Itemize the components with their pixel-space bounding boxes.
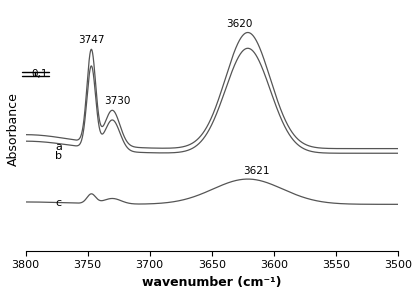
Text: 3621: 3621 xyxy=(243,165,270,176)
Text: b: b xyxy=(55,151,62,161)
Text: 3747: 3747 xyxy=(78,35,105,45)
Text: 3620: 3620 xyxy=(226,19,252,29)
Text: a: a xyxy=(55,142,62,152)
Text: 0,1: 0,1 xyxy=(32,69,48,79)
Text: c: c xyxy=(55,198,62,208)
Y-axis label: Absorbance: Absorbance xyxy=(7,92,20,166)
Text: 3730: 3730 xyxy=(104,96,131,106)
X-axis label: wavenumber (cm⁻¹): wavenumber (cm⁻¹) xyxy=(142,276,282,289)
